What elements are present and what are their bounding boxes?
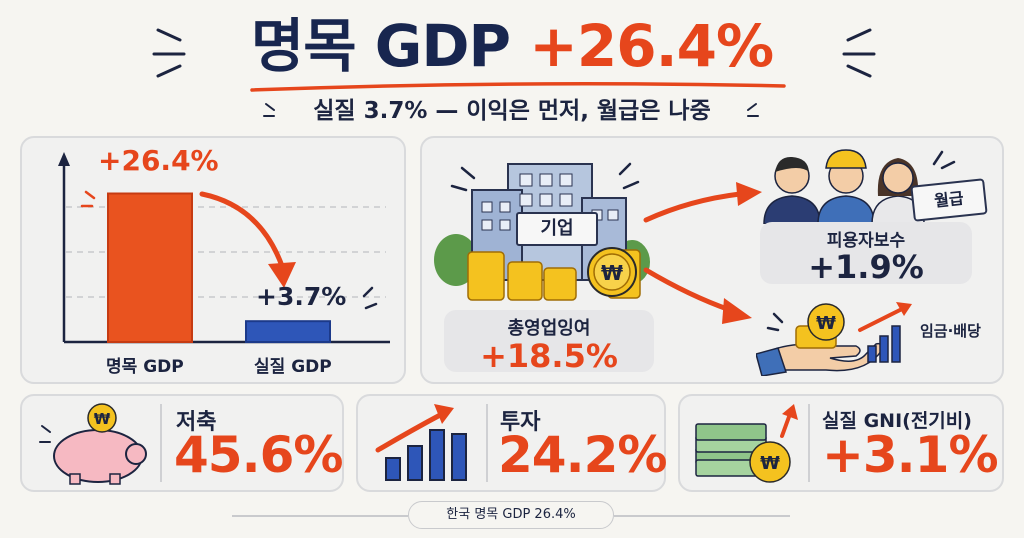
operating-surplus-label: 총영업잉여 xyxy=(507,318,591,339)
svg-text:₩: ₩ xyxy=(601,261,623,285)
title-underline xyxy=(250,82,786,92)
spark-orange-icon xyxy=(80,190,96,208)
subtitle: 실질 3.7% — 이익은 먼저, 월급은 나중 xyxy=(313,98,711,124)
operating-surplus-value: +18.5% xyxy=(480,337,618,375)
footer-caption: 한국 명목 GDP 26.4% xyxy=(408,501,614,529)
gdp-bar-chart xyxy=(58,152,390,344)
real-gni-divider xyxy=(808,404,810,482)
footer-line-left xyxy=(232,515,408,517)
spark-workers-icon xyxy=(932,150,956,170)
savings-label: 저축 xyxy=(176,410,217,435)
decline-arrow-head xyxy=(268,262,296,288)
real-gni-value: +3.1% xyxy=(822,426,999,484)
compensation-chip: 피용자보수 +1.9% xyxy=(760,222,972,284)
savings-value: 45.6% xyxy=(174,426,343,484)
chart-y-axis-arrow xyxy=(58,152,70,166)
flow-arrows xyxy=(643,182,762,324)
svg-text:₩: ₩ xyxy=(94,410,111,428)
svg-text:₩: ₩ xyxy=(760,453,780,474)
real-gdp-label: 실질 GDP xyxy=(254,357,332,377)
piggy-bank-icon: ₩ xyxy=(39,403,147,485)
spark-navy-icon xyxy=(362,286,378,310)
hand-coins-growth-icon: ₩ xyxy=(756,302,912,376)
company-sign: 기업 xyxy=(516,212,598,246)
title-part-nominal: 명목 GDP xyxy=(250,12,511,80)
title-part-growth: +26.4% xyxy=(529,12,774,80)
footer-line-right xyxy=(614,515,790,517)
nominal-gdp-value: +26.4% xyxy=(98,144,219,177)
compensation-label: 피용자보수 xyxy=(826,231,906,251)
decline-arrow xyxy=(199,191,285,269)
pay-card: 월급 xyxy=(910,178,988,222)
wages-dividends-label: 임금·배당 xyxy=(920,322,981,340)
spark-small-left-icon xyxy=(263,103,275,117)
savings-divider xyxy=(160,404,162,482)
bar-real-gdp xyxy=(245,320,331,343)
real-gdp-value: +3.7% xyxy=(256,282,347,311)
page-title: 명목 GDP +26.4% xyxy=(0,6,1024,86)
spark-lines-left-icon xyxy=(152,28,186,78)
spark-small-right-icon xyxy=(747,103,759,117)
svg-text:₩: ₩ xyxy=(816,313,836,334)
real-gni-label: 실질 GNI(전기비) xyxy=(822,410,972,432)
cash-stack-icon: ₩ xyxy=(695,404,798,483)
spark-lines-right-icon xyxy=(842,28,876,78)
compensation-value: +1.9% xyxy=(808,248,924,286)
investment-divider xyxy=(486,404,488,482)
workers-icon xyxy=(763,149,925,224)
investment-value: 24.2% xyxy=(498,426,667,484)
bar-nominal-gdp xyxy=(107,192,193,343)
nominal-gdp-label: 명목 GDP xyxy=(106,357,184,377)
investment-label: 투자 xyxy=(500,410,541,435)
operating-surplus-chip: 총영업잉여 +18.5% xyxy=(444,310,654,372)
bar-growth-icon xyxy=(375,404,467,481)
